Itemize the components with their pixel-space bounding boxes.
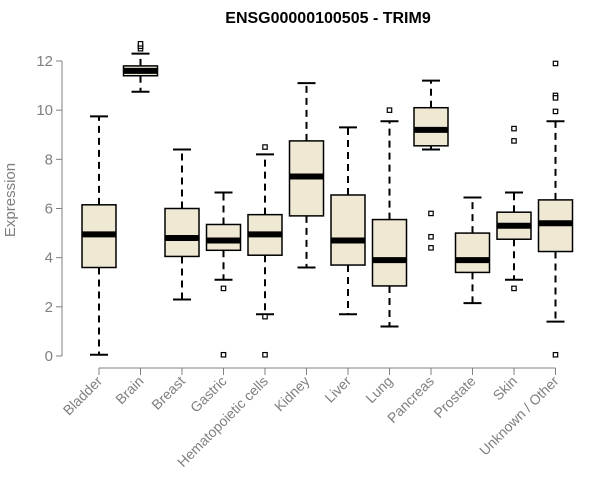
x-tick-label: Prostate (430, 373, 478, 421)
y-tick-label: 4 (45, 250, 53, 267)
box (205, 223, 242, 252)
chart-title: ENSG00000100505 - TRIM9 (225, 10, 431, 27)
x-tick-label: Skin (490, 373, 521, 404)
y-tick-label: 0 (45, 348, 53, 365)
x-tick-label: Unknown / Other (476, 373, 562, 459)
y-tick-label: 10 (36, 102, 53, 119)
box (371, 218, 408, 287)
y-tick-label: 2 (45, 299, 53, 316)
box (164, 207, 200, 258)
outlier-point (137, 40, 144, 47)
box (330, 194, 366, 266)
outlier-point (220, 285, 227, 292)
x-tick-label: Lung (362, 373, 395, 406)
x-tick-label: Brain (112, 373, 146, 407)
outlier-point (428, 245, 434, 251)
box (454, 232, 491, 274)
y-tick-label: 12 (36, 53, 53, 70)
outlier-point (511, 138, 517, 144)
outlier-point (428, 233, 434, 240)
outlier-point (220, 351, 227, 358)
y-tick-label: 8 (45, 151, 53, 168)
y-tick-label: 6 (45, 201, 53, 218)
x-tick-label: Liver (321, 373, 354, 406)
outlier-point (511, 285, 517, 292)
outlier-point (552, 351, 559, 358)
outlier-point (386, 107, 393, 113)
outlier-point (262, 313, 268, 320)
outlier-point (552, 108, 559, 115)
outlier-point (511, 125, 517, 132)
outlier-point (262, 351, 268, 358)
x-tick-label: Bladder (60, 373, 106, 419)
x-tick-label: Kidney (271, 373, 313, 415)
outlier-point (552, 60, 559, 67)
outlier-point (552, 95, 559, 101)
y-axis-label: Expression (2, 163, 19, 237)
box (413, 106, 449, 147)
outlier-point (428, 210, 434, 217)
x-tick-label: Breast (148, 373, 188, 413)
outlier-point (262, 144, 268, 150)
